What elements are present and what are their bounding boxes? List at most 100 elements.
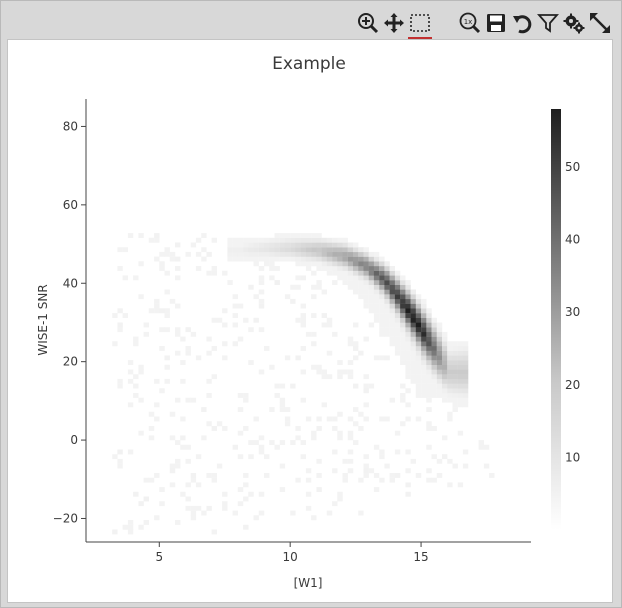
heatmap-cell bbox=[337, 261, 343, 267]
heatmap-cell bbox=[421, 346, 427, 351]
settings-icon[interactable] bbox=[562, 11, 586, 35]
heatmap-cell bbox=[264, 247, 270, 253]
heatmap-cell bbox=[321, 251, 327, 257]
heatmap-cell bbox=[447, 388, 453, 394]
heatmap-cell bbox=[190, 477, 197, 483]
heatmap-cell bbox=[211, 529, 217, 535]
heatmap-cell bbox=[421, 378, 427, 384]
heatmap-cell bbox=[316, 458, 322, 464]
heatmap-cell bbox=[431, 388, 437, 394]
heatmap-cell bbox=[347, 336, 354, 342]
plot-area[interactable] bbox=[86, 99, 531, 542]
heatmap-cell bbox=[347, 341, 354, 347]
heatmap-cell bbox=[164, 364, 170, 370]
heatmap-cell bbox=[436, 360, 443, 365]
heatmap-cell bbox=[436, 350, 443, 356]
heatmap-cell bbox=[243, 256, 249, 262]
heatmap-cell bbox=[436, 473, 443, 478]
heatmap-cell bbox=[400, 331, 406, 337]
heatmap-cell bbox=[295, 233, 301, 238]
heatmap-cell bbox=[311, 341, 317, 347]
heatmap-cell bbox=[447, 378, 453, 384]
heatmap-cell bbox=[290, 440, 296, 445]
heatmap-cell bbox=[347, 468, 354, 474]
heatmap-cell bbox=[232, 256, 238, 262]
heatmap-cell bbox=[143, 496, 149, 502]
heatmap-cell bbox=[290, 242, 296, 248]
heatmap-cell bbox=[269, 256, 275, 262]
heatmap-cell bbox=[237, 393, 244, 398]
heatmap-cell bbox=[290, 256, 296, 262]
heatmap-cell bbox=[316, 266, 322, 271]
heatmap-cell bbox=[415, 374, 422, 380]
heatmap-cell bbox=[300, 242, 306, 248]
heatmap-cell bbox=[332, 426, 338, 431]
active-tool-indicator bbox=[408, 37, 432, 39]
heatmap-cell bbox=[415, 393, 422, 398]
heatmap-cell bbox=[248, 491, 254, 497]
heatmap-cell bbox=[452, 374, 458, 380]
heatmap-cell bbox=[316, 369, 322, 375]
heatmap-cell bbox=[311, 331, 317, 337]
heatmap-cell bbox=[332, 256, 338, 262]
heatmap-cell bbox=[201, 435, 207, 441]
heatmap-cell bbox=[185, 251, 191, 257]
heatmap-cell bbox=[316, 247, 322, 253]
zoom-in-icon[interactable] bbox=[356, 11, 380, 35]
heatmap-cell bbox=[253, 416, 259, 422]
select-box-icon[interactable] bbox=[408, 11, 432, 35]
heatmap-cell bbox=[415, 350, 422, 356]
heatmap-cell bbox=[400, 327, 406, 333]
heatmap-cell bbox=[347, 247, 354, 253]
heatmap-cell bbox=[154, 378, 160, 384]
filter-icon[interactable] bbox=[536, 11, 560, 35]
heatmap-cell bbox=[232, 444, 238, 450]
heatmap-cell bbox=[373, 256, 380, 262]
heatmap-cell bbox=[154, 303, 160, 309]
heatmap-cell bbox=[347, 280, 354, 285]
heatmap-cell bbox=[447, 369, 453, 375]
heatmap-cell bbox=[190, 331, 197, 337]
heatmap-cell bbox=[269, 407, 275, 412]
restore-icon[interactable] bbox=[510, 11, 534, 35]
save-icon[interactable] bbox=[484, 11, 508, 35]
heatmap-cell bbox=[415, 355, 422, 361]
heatmap-cell bbox=[452, 364, 458, 370]
pan-icon[interactable] bbox=[382, 11, 406, 35]
heatmap-cell bbox=[154, 402, 160, 408]
heatmap-cell bbox=[368, 303, 375, 309]
heatmap-cell bbox=[421, 327, 427, 333]
heatmap-cell bbox=[222, 341, 228, 347]
expand-icon[interactable] bbox=[588, 11, 612, 35]
heatmap-cell bbox=[127, 402, 134, 408]
heatmap-cell bbox=[159, 251, 165, 257]
heatmap-cell bbox=[384, 308, 390, 314]
heatmap-cell bbox=[415, 383, 422, 389]
heatmap-cell bbox=[442, 388, 448, 394]
heatmap-cell bbox=[311, 435, 317, 441]
heatmap-cell bbox=[201, 233, 207, 238]
heatmap-cell bbox=[379, 313, 385, 318]
heatmap-cell bbox=[316, 416, 322, 422]
heatmap-cell bbox=[400, 275, 406, 281]
heatmap-cell bbox=[436, 374, 443, 380]
heatmap-cell bbox=[316, 487, 322, 492]
heatmap-cell bbox=[284, 242, 291, 248]
heatmap-cell bbox=[154, 237, 160, 243]
heatmap-cell bbox=[337, 237, 343, 243]
heatmap-cell bbox=[410, 289, 416, 295]
heatmap-cell bbox=[410, 294, 416, 300]
heatmap-cell bbox=[384, 355, 390, 361]
heatmap-cell bbox=[384, 280, 390, 285]
heatmap-cell bbox=[284, 421, 291, 427]
heatmap-cell bbox=[394, 473, 401, 478]
zoom-reset-icon[interactable]: 1x bbox=[458, 11, 482, 35]
heatmap-cell bbox=[368, 289, 375, 295]
heatmap-cell bbox=[127, 529, 134, 535]
heatmap-cell bbox=[358, 289, 364, 295]
heatmap-cell bbox=[389, 284, 395, 290]
heatmap-cell bbox=[363, 383, 369, 389]
heatmap-cell bbox=[405, 346, 411, 351]
heatmap-cell bbox=[342, 275, 348, 281]
